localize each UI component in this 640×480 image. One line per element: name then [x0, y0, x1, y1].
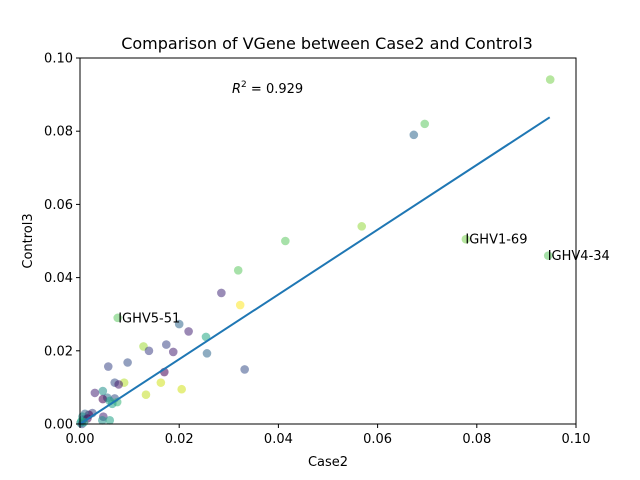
- data-point-23: [156, 378, 166, 387]
- data-point-2: [409, 130, 419, 140]
- data-point-47: [98, 416, 107, 425]
- data-point-9: [235, 300, 245, 310]
- data-point-28: [98, 386, 108, 396]
- r-squared-symbol: R: [232, 82, 241, 97]
- data-point-0: [545, 75, 555, 84]
- annotation-label: IGHV4-34: [548, 249, 610, 264]
- chart-title: Comparison of VGene between Case2 and Co…: [121, 34, 533, 53]
- r-squared-label: R2 = 0.929: [232, 80, 303, 97]
- data-point-8: [217, 288, 226, 298]
- data-point-11: [174, 319, 184, 329]
- x-tick-label: 0.06: [363, 432, 392, 447]
- r-squared-value: = 0.929: [247, 82, 303, 97]
- data-point-17: [168, 347, 178, 357]
- data-point-33: [98, 394, 108, 404]
- x-axis: 0.00 0.02 0.04 0.06 0.08 0.10: [66, 424, 591, 447]
- plot-area: [76, 75, 555, 429]
- y-axis-label: Control3: [21, 213, 36, 268]
- data-point-20: [103, 362, 113, 371]
- y-tick-label: 0.10: [44, 52, 73, 67]
- data-point-13: [201, 332, 211, 342]
- x-tick-label: 0.08: [462, 432, 491, 447]
- data-point-4: [461, 234, 471, 244]
- data-point-48: [105, 416, 115, 425]
- r-squared-exponent: 2: [241, 80, 247, 90]
- data-point-12: [184, 327, 193, 336]
- data-point-19: [123, 358, 132, 367]
- data-point-27: [177, 384, 186, 394]
- annotation-label: IGHV1-69: [465, 233, 527, 248]
- x-tick-label: 0.10: [562, 432, 591, 447]
- data-point-1: [420, 119, 430, 129]
- gene-annotations: IGHV5-51 IGHV1-69 IGHV4-34: [118, 233, 610, 327]
- y-tick-label: 0.02: [44, 344, 73, 359]
- regression-line: [79, 116, 551, 425]
- data-point-10: [113, 313, 122, 323]
- y-axis: 0.00 0.02 0.04 0.06 0.08 0.10: [44, 52, 80, 433]
- data-point-3: [357, 222, 367, 231]
- y-tick-label: 0.04: [44, 271, 73, 286]
- data-point-26: [114, 380, 123, 389]
- data-point-5: [281, 236, 290, 246]
- annotation-label: IGHV5-51: [118, 311, 180, 326]
- data-point-29: [90, 388, 100, 398]
- x-axis-label: Case2: [308, 455, 348, 470]
- plot-frame: [79, 57, 577, 425]
- data-point-6: [543, 251, 553, 260]
- y-tick-label: 0.00: [44, 418, 73, 433]
- data-point-16: [144, 346, 154, 356]
- data-point-14: [162, 340, 171, 349]
- y-tick-label: 0.08: [44, 125, 73, 140]
- x-tick-label: 0.00: [66, 432, 95, 447]
- y-tick-label: 0.06: [44, 198, 73, 213]
- data-point-18: [202, 349, 212, 358]
- x-tick-label: 0.02: [165, 432, 194, 447]
- x-tick-label: 0.04: [264, 432, 293, 447]
- data-point-21: [240, 365, 249, 374]
- data-point-7: [233, 265, 243, 275]
- data-point-30: [141, 390, 151, 400]
